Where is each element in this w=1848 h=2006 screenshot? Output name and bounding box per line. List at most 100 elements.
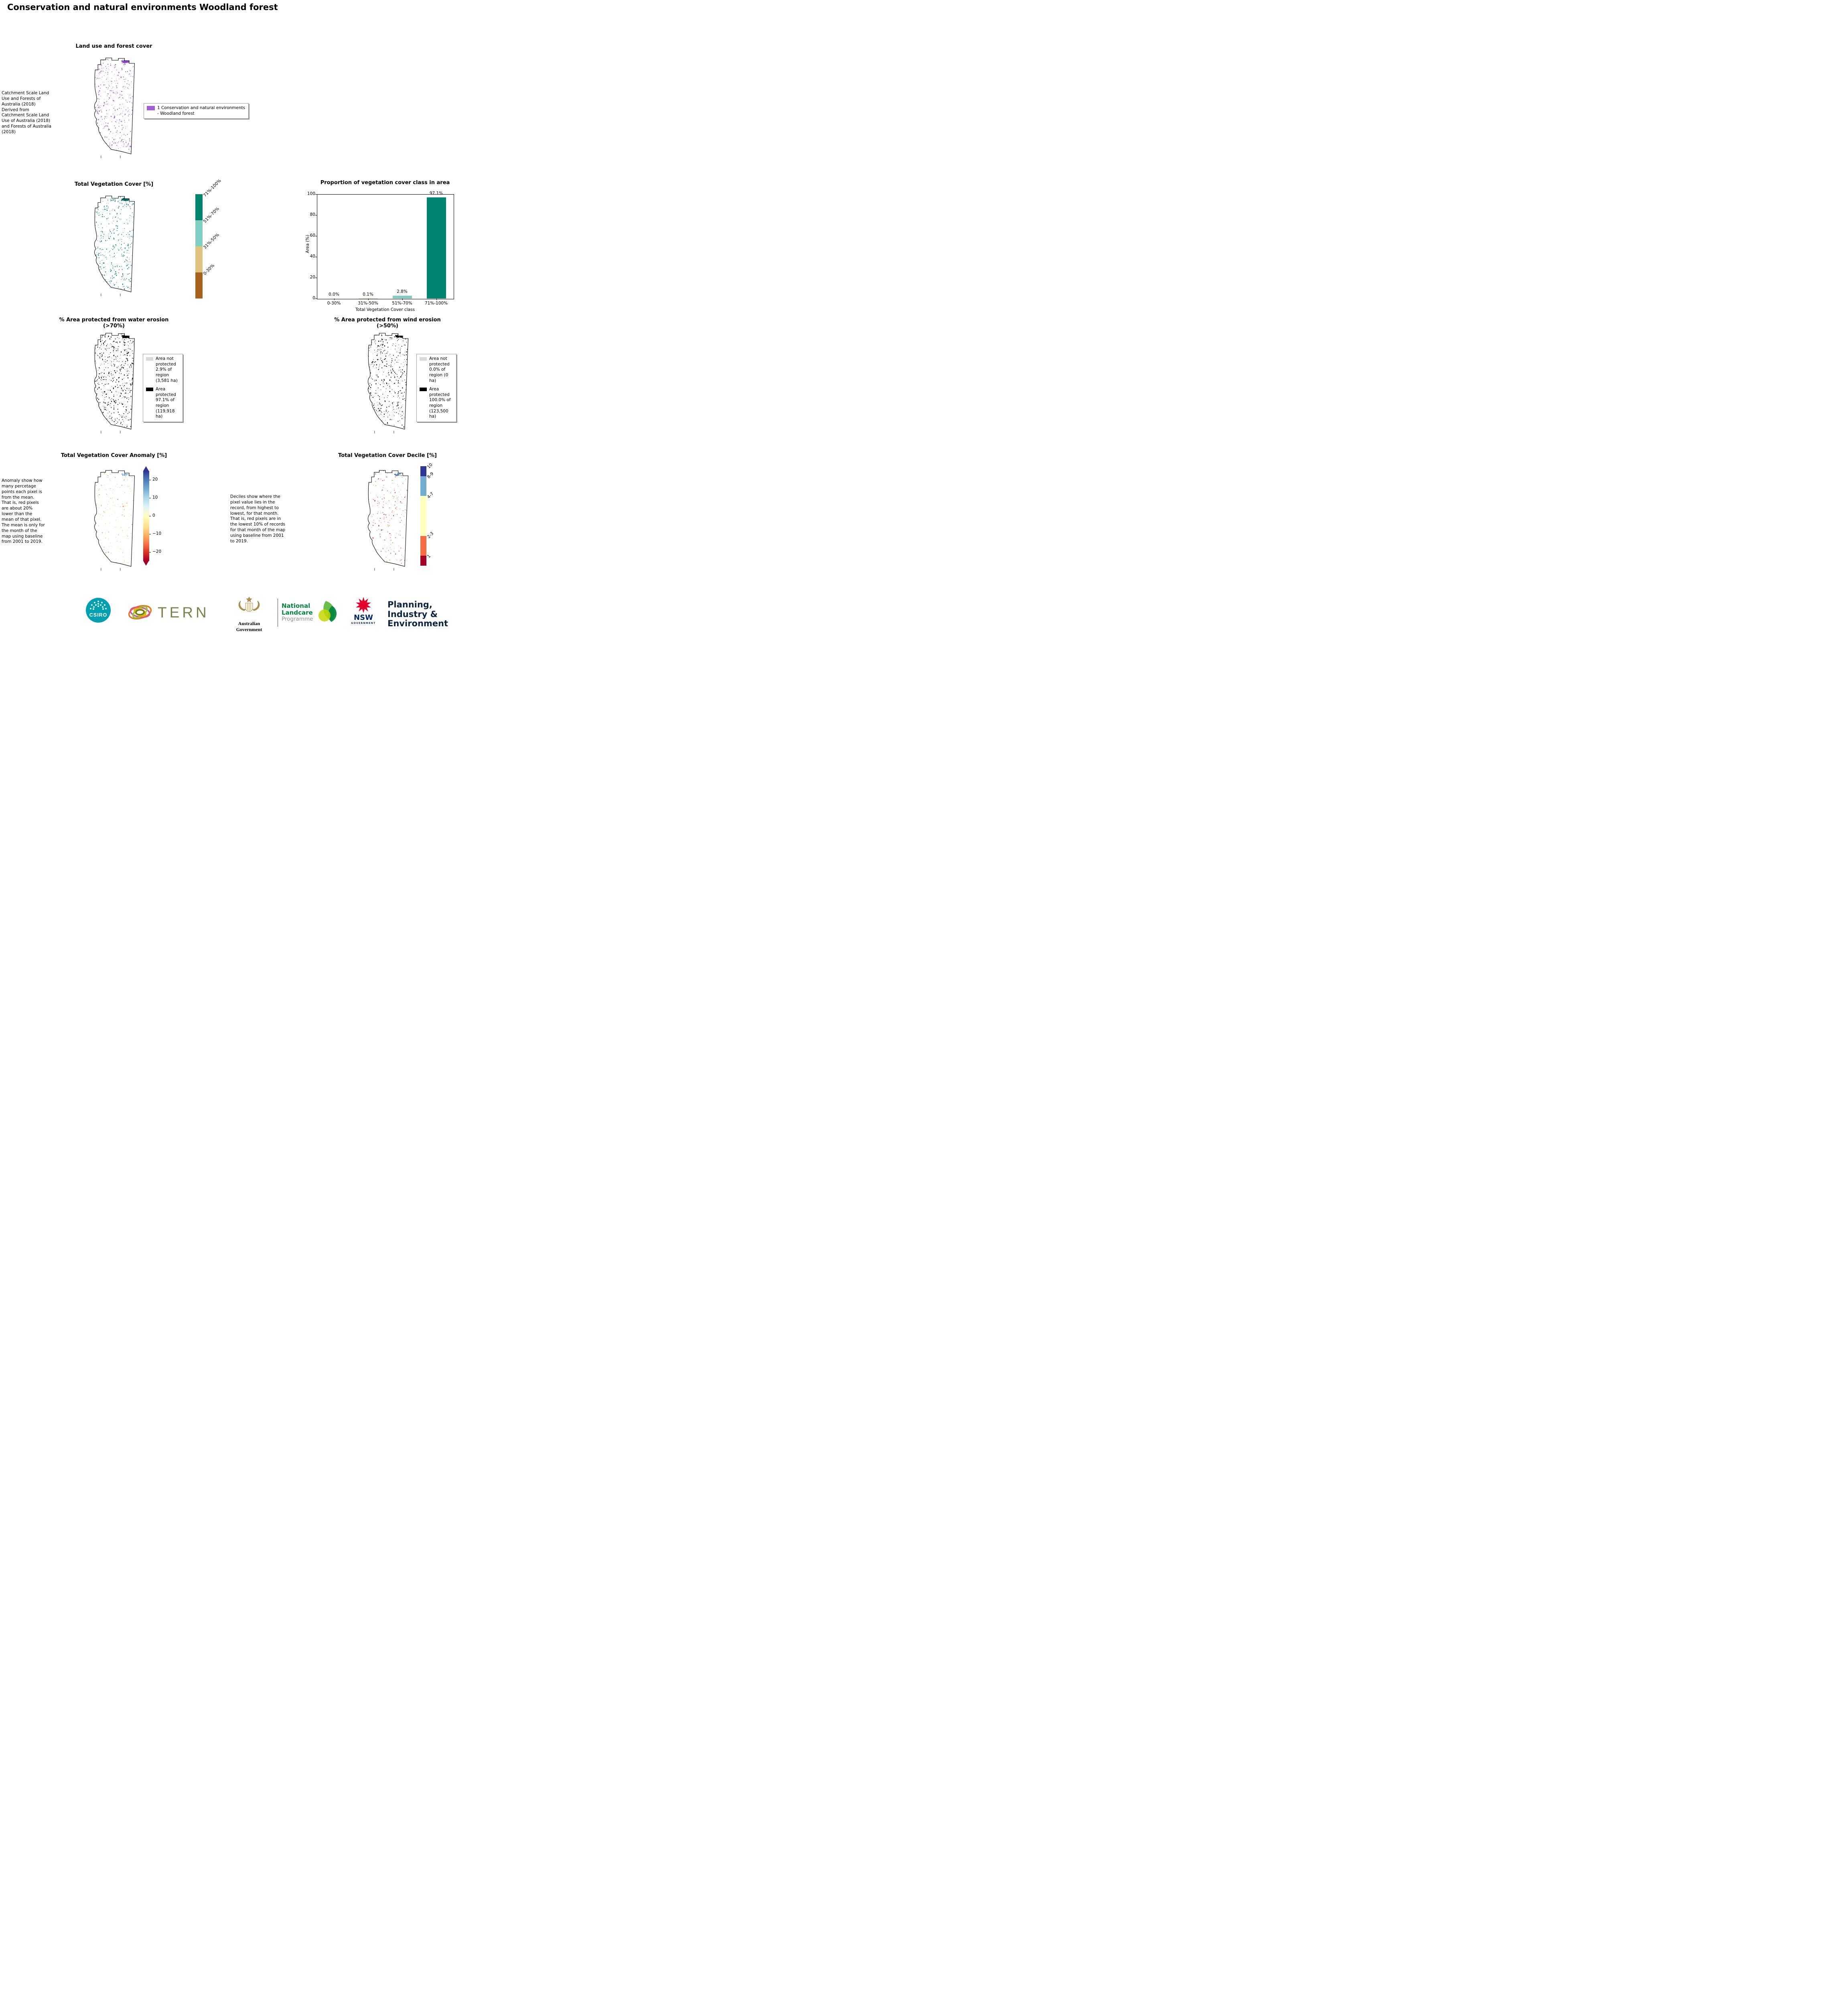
vegcover-colorbar-seg-71-100	[195, 194, 203, 220]
vegcover-colorbar-seg-51-70	[195, 220, 203, 246]
decile-label-2-3: 2-3	[426, 531, 435, 540]
wind-map	[367, 333, 409, 434]
water-protected-swatch	[146, 388, 153, 392]
y-tick-label: 80	[310, 212, 315, 217]
water-notprotected-label: Area not protected 2.9% of region (3,581…	[156, 356, 178, 383]
y-tick-label: 40	[310, 254, 315, 259]
bar	[426, 197, 446, 298]
decile-label-4-7: 4-7	[426, 491, 435, 500]
decile-seg-8-9	[420, 476, 426, 496]
vegcover-colorbar-label-51-70: 51%-70%	[202, 206, 220, 224]
landuse-caption: Catchment Scale Land Use and Forests of …	[2, 91, 52, 135]
anomaly-colorbar-arrow-down	[143, 561, 149, 566]
australian-government-text: Australian Government	[236, 621, 262, 632]
water-title: % Area protected from water erosion (>70…	[59, 317, 169, 329]
anomaly-tick-20: 20	[152, 477, 158, 482]
landcare-text-programme: Programme	[282, 616, 313, 622]
decile-label-10: 10	[426, 462, 434, 470]
x-tick-mark	[368, 298, 369, 300]
landcare-text-landcare: Landcare	[282, 609, 313, 616]
decile-label-8-9: 8-9	[426, 471, 435, 480]
water-protected-label: Area protected 97.1% of region (119,918 …	[156, 387, 176, 419]
wind-protected-label: Area protected 100.0% of region (123,500…	[429, 387, 451, 419]
wind-notprotected-swatch	[420, 357, 427, 361]
landcare-text-national: National	[282, 602, 310, 609]
bar-value-label: 97.1%	[429, 191, 443, 196]
decile-seg-1	[420, 556, 426, 566]
water-map	[94, 333, 135, 434]
australian-government-logo: Australian Government	[227, 596, 271, 633]
chart-title: Proportion of vegetation cover class in …	[320, 180, 450, 186]
y-tick-label: 20	[310, 275, 315, 280]
tern-text: TERN	[158, 604, 209, 621]
vegcover-colorbar-label-71-100: 71%-100%	[202, 178, 222, 198]
anomaly-colorbar-gradient	[143, 471, 149, 561]
wind-title: % Area protected from wind erosion (>50%…	[334, 317, 441, 329]
vegcover-map	[94, 195, 135, 296]
x-tick-label: 51%-70%	[392, 301, 412, 306]
bar-value-label: 0.0%	[329, 292, 339, 297]
landuse-legend-label: 1 Conservation and natural environments …	[157, 106, 245, 116]
vegcover-colorbar-label-31-50: 31%-50%	[202, 232, 220, 250]
decile-label-1: 1	[426, 554, 432, 559]
y-tick-label: 100	[307, 191, 315, 196]
vegcover-title: Total Vegetation Cover [%]	[74, 181, 154, 187]
decile-title: Total Vegetation Cover Decile [%]	[338, 453, 437, 459]
anomaly-tick-neg10: −10	[152, 531, 162, 536]
tern-logo: TERN	[126, 600, 210, 626]
landuse-title: Land use and forest cover	[75, 43, 152, 49]
y-tick-mark	[315, 298, 317, 299]
page-title: Conservation and natural environments Wo…	[7, 2, 278, 12]
map-speckles	[94, 58, 134, 153]
landuse-map	[94, 57, 135, 158]
anomaly-tick-10: 10	[152, 495, 158, 500]
planning-industry-environment-logo: Planning, Industry & Environment	[387, 600, 448, 629]
coat-of-arms-icon	[238, 596, 260, 612]
wind-protected-swatch	[420, 388, 427, 392]
decile-colorbar	[420, 466, 426, 566]
bar-value-label: 2.8%	[397, 289, 408, 294]
vegcover-colorbar	[195, 194, 203, 298]
anomaly-colorbar-arrow-up	[143, 466, 149, 471]
y-tick-label: 0	[312, 296, 315, 300]
landcare-logo: National Landcare Programme	[282, 603, 313, 622]
nsw-government-logo: NSW GOVERNMENT	[351, 596, 376, 625]
pie-text-line1: Planning,	[387, 600, 432, 609]
x-tick-mark	[334, 298, 335, 300]
wind-legend: Area not protected 0.0% of region (0 ha)…	[416, 354, 456, 422]
csiro-icon: CSIRO	[86, 598, 111, 623]
decile-seg-10	[420, 466, 426, 476]
bar	[392, 295, 412, 298]
vegcover-colorbar-seg-0-30	[195, 272, 203, 298]
y-tick-mark	[315, 194, 317, 195]
decile-caption: Deciles show where the pixel value lies …	[230, 494, 286, 544]
landuse-legend: 1 Conservation and natural environments …	[144, 103, 249, 119]
decile-seg-4-7	[420, 496, 426, 536]
vegcover-colorbar-label-0-30: 0-30%	[202, 263, 216, 276]
anomaly-colorbar	[143, 466, 149, 566]
pie-text-line2: Industry &	[387, 609, 438, 619]
x-tick-label: 0-30%	[327, 301, 341, 306]
wind-notprotected-label: Area not protected 0.0% of region (0 ha)	[429, 356, 450, 383]
chart-x-axis-label: Total Vegetation Cover class	[355, 307, 415, 312]
waratah-icon	[355, 597, 371, 613]
map-speckles	[94, 470, 134, 566]
vegcover-colorbar-seg-31-50	[195, 246, 203, 272]
y-tick-label: 60	[310, 233, 315, 238]
decile-seg-2-3	[420, 536, 426, 556]
decile-map	[367, 470, 409, 571]
anomaly-title: Total Vegetation Cover Anomaly [%]	[61, 453, 167, 459]
tern-icon: TERN	[128, 604, 209, 621]
x-tick-mark	[436, 298, 437, 300]
landuse-legend-swatch	[147, 106, 155, 110]
anomaly-tick-0: 0	[152, 513, 155, 518]
anomaly-tick-neg20: −20	[152, 549, 162, 554]
pie-text-line3: Environment	[387, 619, 448, 629]
water-legend: Area not protected 2.9% of region (3,581…	[143, 354, 183, 422]
bar-value-label: 0.1%	[363, 292, 373, 297]
x-tick-label: 71%-100%	[424, 301, 448, 306]
nsw-text: NSW	[354, 613, 373, 622]
x-tick-label: 31%-50%	[358, 301, 378, 306]
report-page: Conservation and natural environments Wo…	[0, 0, 462, 641]
x-tick-mark	[402, 298, 403, 300]
